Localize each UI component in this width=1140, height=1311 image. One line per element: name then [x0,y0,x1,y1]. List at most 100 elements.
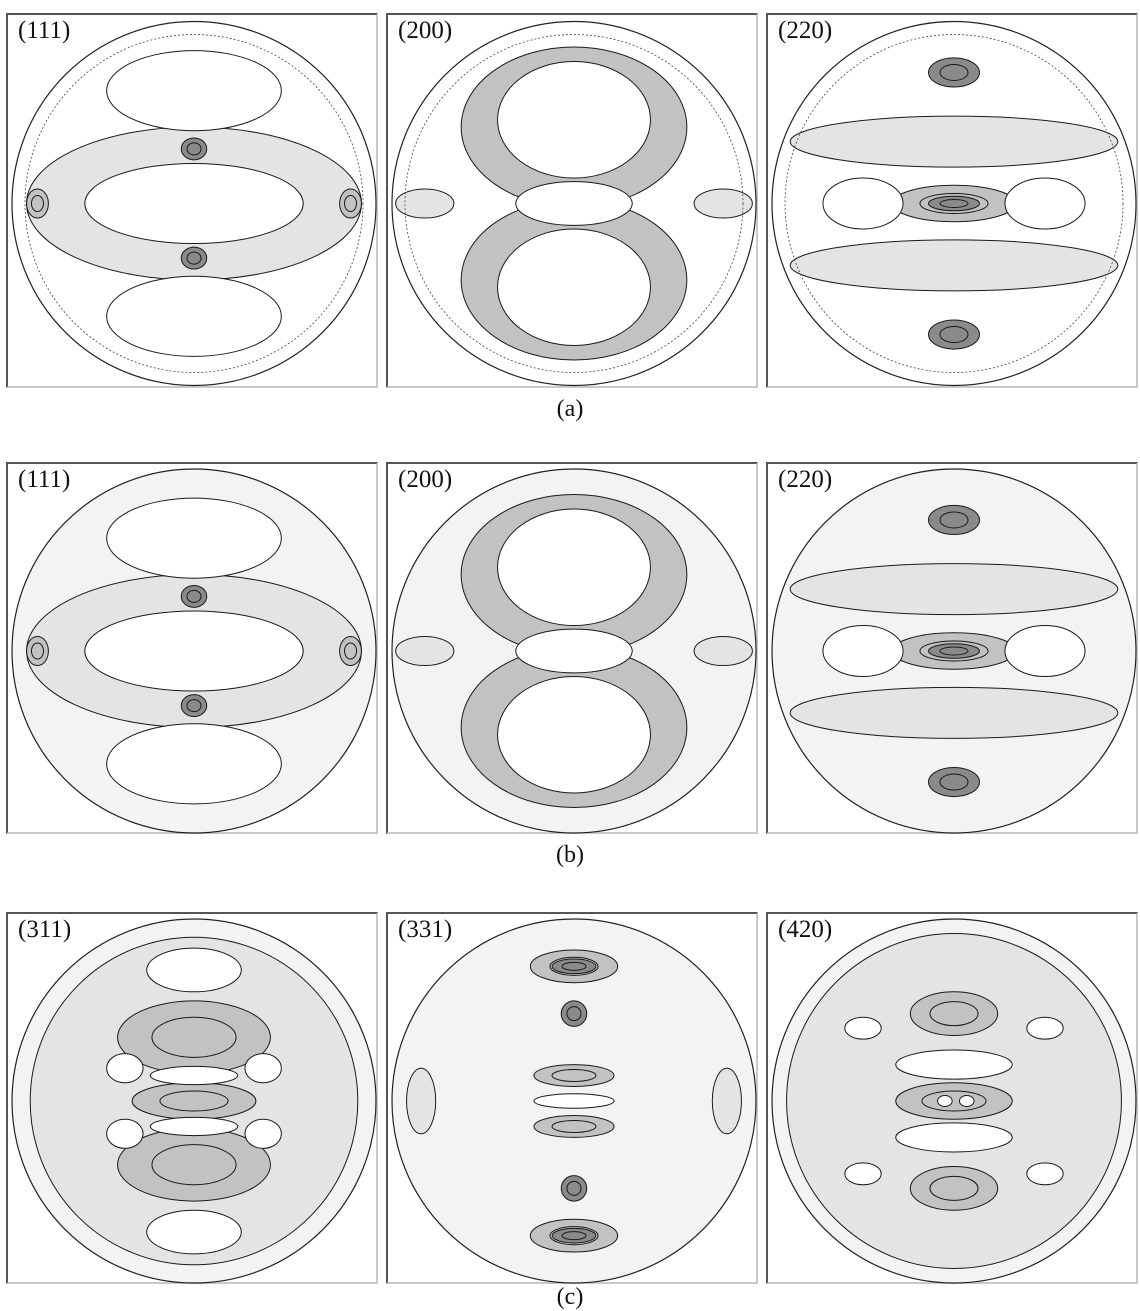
contour-inner [186,699,202,713]
contour-low [1004,625,1086,677]
pole-figure-a-111: (111) [6,13,378,388]
pole-figure-circle [11,20,377,387]
contour-low [515,628,633,674]
contour-inner [186,589,202,603]
contour-band [693,635,753,667]
contour-band [180,137,208,161]
plane-label: (200) [396,17,455,45]
pole-figure-c-331: (331) [386,912,758,1284]
contour-low [937,1095,953,1107]
pole-figure-circle [771,468,1137,834]
contour-inner [186,142,202,156]
contour-low [149,1116,239,1137]
contour-low [895,1049,1013,1080]
plane-label: (220) [776,466,835,494]
plane-label: (111) [16,17,73,45]
contour-low [497,508,651,627]
contour-inner [151,1144,237,1186]
contour-band [789,239,1119,292]
contour-low [515,181,633,226]
contour-band [395,635,455,667]
contour-band [180,246,208,270]
contour-band [339,635,362,667]
contour-inner [939,63,969,81]
contour-low [244,1053,282,1084]
pole-figure-plot [11,20,377,387]
contour-low [958,1095,975,1107]
contour-low [1004,177,1086,230]
contour-band [909,991,999,1036]
measurement-limit-circle [404,34,744,373]
pole-figure-plot [391,20,757,387]
contour-inner [186,251,202,265]
pole-figure-circle [11,918,377,1284]
contour-inner [551,1069,597,1083]
pole-figure-plot [771,918,1137,1284]
contour-band [551,958,597,975]
contour-band [180,584,208,608]
contour-inner [561,1231,587,1241]
contour-inner [344,642,358,660]
contour-low [822,625,904,677]
contour-band [928,195,980,212]
pole-figure-b-200: (200) [386,462,758,834]
pole-figure-circle [771,20,1137,387]
contour-low [146,1209,242,1255]
pole-figure-a-200: (200) [386,13,758,388]
contour-low [1026,1016,1064,1040]
plane-label: (220) [776,17,835,45]
row-caption-c: (c) [556,1284,584,1310]
contour-low [106,497,282,579]
contour-inner [939,198,969,209]
pole-figure-circle [11,468,377,834]
measurement-limit-circle [784,34,1124,373]
contour-inner [929,1175,979,1201]
contour-low [844,1162,882,1186]
contour-band [928,766,980,798]
pole-figure-circle [771,918,1137,1284]
pole-figure-plot [391,468,757,834]
contour-band [928,319,980,350]
contour-band [339,188,362,219]
contour-group [12,21,376,386]
measurement-limit-circle [24,34,364,373]
contour-band [551,1227,597,1244]
contour-band [131,1082,257,1120]
contour-band [909,1166,999,1211]
contour-low [497,61,651,179]
contour-band [26,188,49,219]
contour-inner [561,961,587,971]
contour-inner [551,1119,597,1133]
contour-low [106,275,282,357]
pole-figure-plot [771,20,1137,387]
contour-inner [549,956,599,976]
contour-low [106,50,282,132]
contour-group [392,919,756,1283]
contour-band [406,1067,437,1135]
contour-inner [30,642,44,660]
contour-band [26,635,49,667]
contour-group [392,469,756,833]
contour-low [106,1118,144,1149]
contour-group [772,21,1136,386]
pole-figure-circle [391,468,757,834]
contour-band [928,57,980,88]
contour-inner [929,1001,979,1027]
contour-inner [566,1006,582,1022]
contour-band [560,1000,588,1027]
contour-band [895,1082,1013,1120]
pole-figure-circle [391,918,757,1284]
contour-low [844,1016,882,1040]
contour-band [789,563,1119,616]
contour-inner [939,773,969,791]
contour-inner [30,194,44,213]
contour-low [497,228,651,346]
contour-group [772,919,1136,1283]
contour-inner [159,1090,229,1112]
contour-band [789,686,1119,739]
plane-label: (420) [776,916,835,944]
pole-figure-c-420: (420) [766,912,1138,1284]
contour-band [533,1115,615,1138]
row-caption-a: (a) [556,396,584,422]
contour-band [533,1064,615,1087]
